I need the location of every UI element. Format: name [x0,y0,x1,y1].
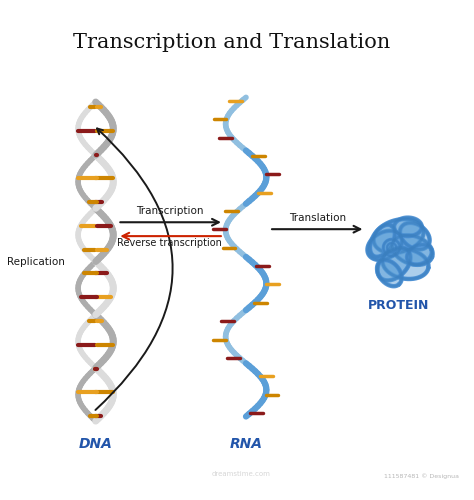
Text: PROTEIN: PROTEIN [368,298,429,312]
Polygon shape [394,218,422,236]
Text: Reverse transcription: Reverse transcription [117,238,222,248]
Text: Translation: Translation [289,213,346,223]
Text: DNA: DNA [79,438,113,452]
Polygon shape [392,235,433,265]
Polygon shape [377,260,401,286]
Polygon shape [374,219,424,253]
Polygon shape [407,244,432,264]
Polygon shape [400,223,429,250]
Text: Transcription and Translation: Transcription and Translation [73,32,391,52]
Polygon shape [377,248,410,280]
Polygon shape [367,231,402,260]
Polygon shape [383,240,400,256]
Text: RNA: RNA [229,438,263,452]
Polygon shape [387,243,396,252]
Polygon shape [370,224,395,257]
Text: dreamstime.com: dreamstime.com [212,470,271,476]
Text: Replication: Replication [7,256,64,266]
Text: 111587481 © Designua: 111587481 © Designua [384,474,459,479]
Polygon shape [383,249,428,279]
Text: Transcription: Transcription [136,206,203,216]
